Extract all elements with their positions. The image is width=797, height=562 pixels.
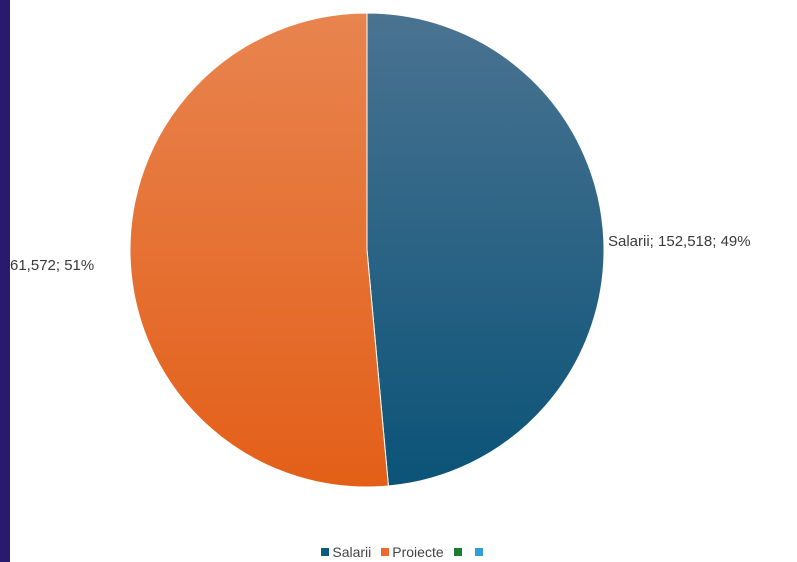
legend-swatch-proiecte <box>381 548 390 556</box>
legend-swatch-series-4 <box>474 548 483 556</box>
legend-swatch-series-3 <box>453 548 462 556</box>
legend-label-salarii: Salarii <box>332 544 372 560</box>
pie-chart: Salarii; 152,518; 49% 61,572; 51% <box>10 12 751 488</box>
legend-label-proiecte: Proiecte <box>392 544 444 560</box>
legend-item-salarii: Salarii <box>321 544 371 560</box>
legend-item-series-3 <box>453 548 465 556</box>
legend-item-series-4 <box>474 548 486 556</box>
chart-card: Salarii; 152,518; 49% 61,572; 51% Salari… <box>10 0 797 562</box>
data-label-proiecte: 61,572; 51% <box>10 257 94 274</box>
pie-slice-salarii <box>366 12 605 487</box>
pie-slice-proiecte <box>129 12 389 488</box>
data-label-salarii: Salarii; 152,518; 49% <box>608 233 751 250</box>
legend-item-proiecte: Proiecte <box>381 544 444 560</box>
legend: Salarii Proiecte <box>10 544 797 560</box>
legend-swatch-salarii <box>321 548 330 556</box>
